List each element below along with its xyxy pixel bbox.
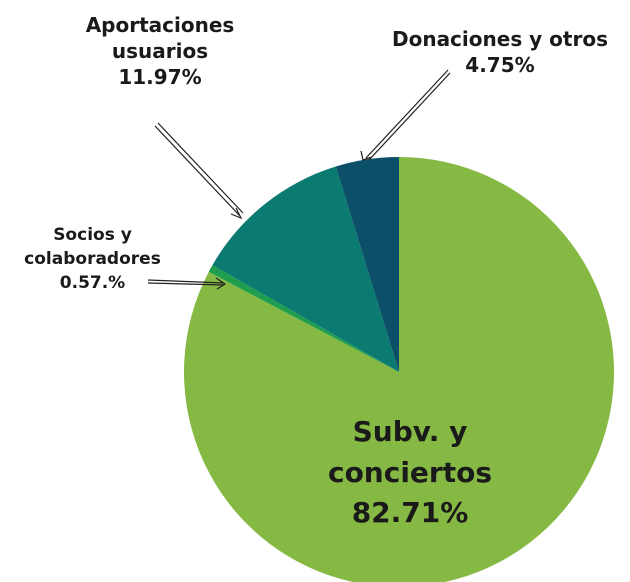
label-group: Donaciones y otros 4.75%	[360, 26, 630, 78]
value-label: 0.57.%	[59, 272, 126, 293]
label-group: Aportaciones usuarios 11.97%	[60, 12, 260, 90]
slice	[335, 157, 399, 372]
label-group: Subv. y conciertos 82.71%	[300, 412, 520, 534]
slice	[212, 166, 399, 372]
leader-lines	[147, 69, 451, 290]
slices	[184, 157, 614, 582]
arrow	[154, 122, 244, 220]
slice	[184, 157, 614, 582]
slice	[208, 265, 399, 372]
arrow	[360, 69, 451, 161]
category-label: Donaciones y otros	[391, 27, 608, 51]
category-label: Aportaciones usuarios	[85, 13, 235, 63]
category-label: Socios y colaboradores	[24, 225, 161, 269]
label-group: Socios y colaboradores 0.57.%	[0, 224, 185, 295]
arrow	[147, 277, 227, 290]
value-label: 82.71%	[351, 496, 469, 530]
value-label: 4.75%	[465, 53, 535, 77]
value-label: 11.97%	[118, 65, 202, 89]
category-label: Subv. y conciertos	[327, 415, 493, 489]
